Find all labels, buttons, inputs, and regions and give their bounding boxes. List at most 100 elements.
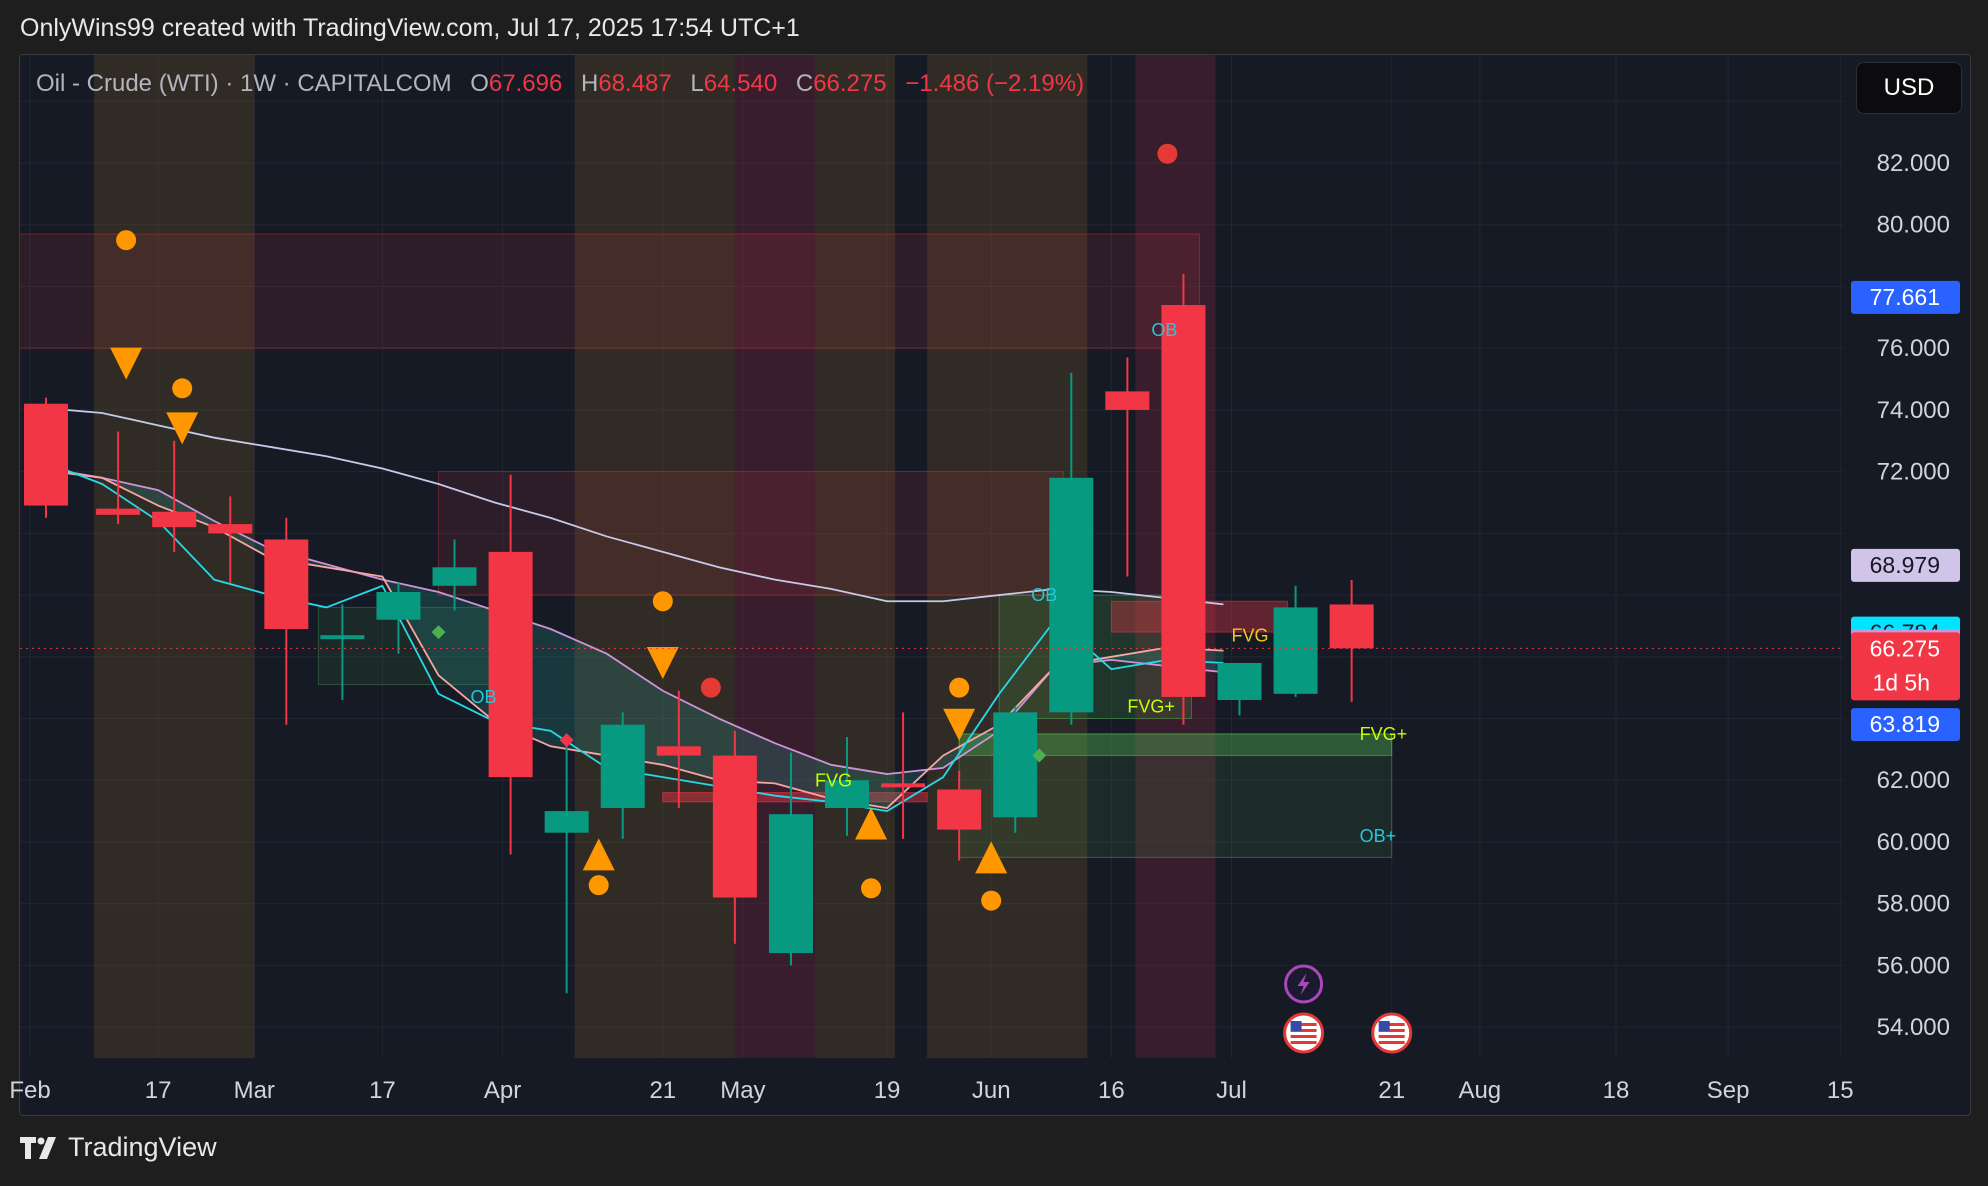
- currency-button[interactable]: USD: [1856, 62, 1962, 114]
- buy-arrow: [855, 807, 888, 840]
- candle-body: [1049, 477, 1094, 713]
- zone-label: FVG+: [1127, 696, 1175, 716]
- flag-canton: [1290, 1021, 1302, 1031]
- candle: [1329, 580, 1374, 702]
- x-tick-label: Apr: [484, 1077, 521, 1104]
- signal-dot: [949, 677, 970, 698]
- highlight-band: [94, 55, 255, 1058]
- signal-dot: [116, 230, 137, 251]
- zone-box: [20, 233, 1200, 349]
- price-tag-bg: [1851, 280, 1960, 314]
- y-tick-label: 80.000: [1877, 212, 1950, 239]
- low-label: L: [690, 70, 704, 97]
- candle-body: [1161, 304, 1206, 697]
- x-tick-label: 16: [1098, 1077, 1125, 1104]
- flag-stripe: [1290, 1029, 1317, 1032]
- candle-body: [24, 403, 69, 506]
- sell-signal-dot: [1157, 143, 1178, 164]
- zone-label: OB: [471, 687, 497, 707]
- symbol-name[interactable]: Oil - Crude (WTI) · 1W · CAPITALCOM: [36, 70, 452, 97]
- price-tag: 68.979: [1851, 548, 1960, 582]
- y-tick-label: 74.000: [1877, 397, 1950, 424]
- x-tick-label: 21: [649, 1077, 676, 1104]
- ma-line-2: [29, 464, 1224, 775]
- x-tick-label: 21: [1378, 1077, 1405, 1104]
- last-price-text: 66.275: [1870, 635, 1940, 661]
- candle: [993, 706, 1038, 833]
- candle-body: [208, 524, 253, 534]
- sell-arrow: [943, 708, 976, 741]
- candle: [376, 582, 421, 654]
- high-value: 68.487: [598, 70, 672, 97]
- candle-body: [825, 780, 870, 809]
- buy-arrow: [975, 841, 1008, 874]
- candle-body: [1217, 662, 1262, 701]
- highlight-band: [814, 55, 896, 1058]
- candle-body: [656, 746, 701, 756]
- candle-body: [1329, 604, 1374, 649]
- diamond-marker: [559, 733, 574, 748]
- countdown-text: 1d 5h: [1872, 669, 1930, 695]
- candle: [208, 496, 253, 583]
- zone-box: [958, 733, 1393, 757]
- candle-body: [600, 724, 645, 809]
- tradingview-logo[interactable]: TradingView: [20, 1132, 217, 1163]
- x-tick-label: Aug: [1458, 1077, 1501, 1104]
- signal-dot: [652, 591, 673, 612]
- y-tick-label: 54.000: [1877, 1014, 1950, 1041]
- flag-stripe: [1378, 1023, 1405, 1026]
- zone-label: FVG+: [1360, 724, 1408, 744]
- candle-body: [937, 789, 982, 830]
- plot-area: OB OB OB FVG FVG+ FVG FVG+ OB+: [20, 55, 1844, 1058]
- candle-body: [96, 508, 141, 515]
- tradingview-logo-icon: [20, 1136, 56, 1159]
- flag-stripe: [1378, 1035, 1405, 1038]
- x-tick-label: Jun: [972, 1077, 1011, 1104]
- candle-body: [544, 811, 589, 833]
- price-tag-bg: [1851, 548, 1960, 582]
- flag-stripe: [1290, 1035, 1317, 1038]
- tradingview-brand: TradingView: [68, 1132, 217, 1162]
- sell-arrow: [166, 412, 199, 445]
- x-tick-label: Feb: [9, 1077, 50, 1104]
- x-tick-label: 17: [145, 1077, 172, 1104]
- candle: [600, 712, 645, 839]
- last-price-tag-bg: [1851, 632, 1960, 701]
- us-flag-circle: [1283, 1012, 1325, 1054]
- us-event-icon: [1283, 1012, 1325, 1054]
- ma-line-1: [29, 405, 1224, 606]
- zone-label: OB: [1031, 585, 1057, 605]
- price-tag-text: 68.979: [1870, 552, 1940, 578]
- y-tick-label: 62.000: [1877, 767, 1950, 794]
- flash-glyph: [1297, 973, 1310, 995]
- candle: [825, 737, 870, 836]
- x-tick-label: Mar: [234, 1077, 275, 1104]
- candle: [544, 737, 589, 994]
- candle-body: [264, 539, 309, 630]
- sell-arrow: [110, 347, 143, 380]
- open-label: O: [470, 70, 489, 97]
- candle: [1105, 357, 1150, 577]
- candle: [96, 431, 141, 525]
- close-label: C: [795, 70, 814, 97]
- candle: [320, 604, 365, 701]
- signal-dot: [588, 875, 609, 896]
- symbol-legend: Oil - Crude (WTI) · 1W · CAPITALCOM O67.…: [36, 70, 1084, 98]
- candle-body: [152, 511, 197, 528]
- y-tick-label: 82.000: [1877, 150, 1950, 177]
- diamond-marker: [1032, 748, 1047, 763]
- y-tick-label: 60.000: [1877, 829, 1950, 856]
- price-tag-bg: [1851, 708, 1960, 742]
- x-tick-label: Jul: [1216, 1077, 1247, 1104]
- x-tick-label: 18: [1603, 1077, 1630, 1104]
- x-tick-label: 15: [1827, 1077, 1854, 1104]
- candle: [881, 712, 926, 839]
- y-tick-label: 72.000: [1877, 459, 1950, 486]
- flag-stripe: [1290, 1041, 1317, 1044]
- candle-body: [712, 755, 757, 898]
- us-flag-circle: [1371, 1012, 1413, 1054]
- price-tag-text: 77.661: [1870, 284, 1940, 310]
- candle: [712, 730, 757, 944]
- candle: [1049, 372, 1094, 725]
